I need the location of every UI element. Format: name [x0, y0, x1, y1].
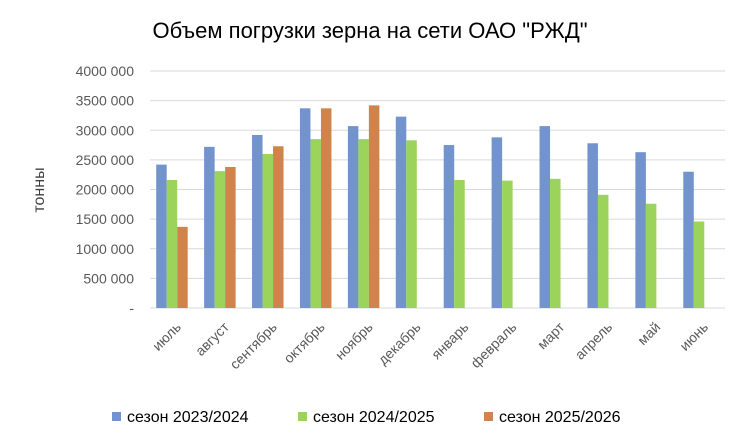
bar: [443, 145, 455, 308]
bar: [597, 194, 609, 308]
bar: [683, 171, 694, 308]
y-axis-label: тонны: [31, 167, 48, 212]
bar: [166, 180, 178, 308]
y-tick-label: 1500 000: [76, 211, 135, 227]
plot-area: - 500 000 1000 000 1500 000 2000 000 2500 000…: [76, 63, 725, 372]
legend-swatch: [298, 412, 307, 421]
legend-label: сезон 2025/2026: [499, 409, 621, 426]
x-tick-label: октябрь: [280, 319, 327, 366]
bar: [635, 152, 646, 308]
y-tick-label: -: [129, 300, 134, 316]
bar: [262, 153, 274, 308]
bar: [368, 105, 380, 309]
bar: [502, 180, 513, 308]
bar: [587, 143, 598, 308]
legend-label: сезон 2024/2025: [313, 409, 435, 426]
x-tick-label: апрель: [572, 319, 616, 363]
x-tick-label: ноябрь: [332, 319, 376, 363]
x-tick-label: декабрь: [375, 319, 424, 368]
x-tick-label: февраль: [467, 319, 519, 371]
legend-label: сезон 2023/2024: [127, 409, 249, 426]
bar: [273, 146, 284, 308]
bar: [693, 221, 705, 308]
x-tick-label: май: [634, 319, 663, 348]
bar: [252, 134, 263, 308]
bar: [395, 116, 407, 308]
bar: [550, 178, 561, 308]
bar: [645, 203, 657, 308]
bar: [347, 126, 359, 308]
bar: [358, 139, 369, 308]
bar: [214, 171, 226, 308]
bar: [406, 140, 417, 308]
chart-title: Объем погрузки зерна на сети ОАО "РЖД": [152, 18, 587, 43]
legend-swatch: [484, 412, 493, 421]
x-tick-label: март: [534, 318, 568, 352]
bar: [491, 137, 503, 308]
bar: [539, 126, 551, 308]
bar: [204, 146, 215, 308]
x-tick-label: июль: [149, 319, 184, 354]
legend-swatch: [112, 412, 121, 421]
bar: [177, 226, 188, 308]
bar: [320, 108, 332, 308]
bar: [156, 164, 167, 308]
bar: [299, 108, 311, 308]
legend: сезон 2023/2024 сезон 2024/2025 сезон 2025…: [112, 409, 621, 426]
x-tick-label: сентябрь: [226, 319, 279, 372]
x-tick-label: июнь: [676, 319, 711, 354]
x-tick-label: август: [192, 318, 232, 358]
x-tick-label: январь: [428, 319, 471, 362]
bar: [454, 180, 465, 308]
y-tick-label: 2000 000: [76, 182, 135, 198]
y-tick-label: 2500 000: [76, 152, 135, 168]
bar: [310, 139, 321, 308]
y-tick-label: 3500 000: [76, 93, 135, 109]
y-tick-label: 1000 000: [76, 241, 135, 257]
y-tick-label: 500 000: [83, 270, 134, 286]
y-tick-label: 3000 000: [76, 122, 135, 138]
bar: [225, 166, 236, 308]
y-tick-label: 4000 000: [76, 63, 135, 79]
